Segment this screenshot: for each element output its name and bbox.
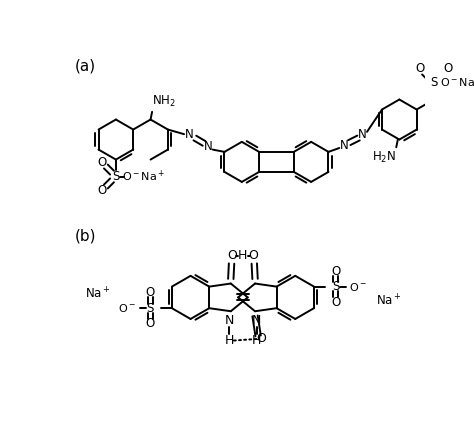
Text: O: O	[97, 184, 107, 197]
Text: O: O	[256, 332, 266, 346]
Text: S: S	[146, 302, 154, 314]
Text: H$_2$N: H$_2$N	[372, 150, 396, 165]
Text: Na$^+$: Na$^+$	[84, 287, 110, 302]
Text: S: S	[332, 280, 339, 293]
Text: O: O	[248, 249, 258, 262]
Text: N: N	[203, 140, 212, 153]
Text: N: N	[185, 128, 194, 141]
Text: O: O	[443, 62, 453, 75]
Text: O: O	[416, 62, 425, 75]
Text: N: N	[358, 128, 367, 142]
Text: O$^-$Na$^+$: O$^-$Na$^+$	[122, 169, 165, 184]
Text: O$^-$: O$^-$	[349, 280, 367, 293]
Text: S: S	[430, 76, 438, 89]
Text: H: H	[252, 334, 261, 347]
Text: O: O	[228, 249, 237, 262]
Text: O$^-$: O$^-$	[118, 302, 137, 314]
Text: O: O	[331, 295, 340, 309]
Text: O: O	[146, 286, 155, 299]
Text: N: N	[225, 314, 234, 327]
Text: Na$^+$: Na$^+$	[375, 293, 401, 308]
Text: O$^-$Na$^+$: O$^-$Na$^+$	[440, 75, 474, 90]
Text: (b): (b)	[74, 228, 96, 243]
Text: H: H	[238, 249, 247, 262]
Text: N: N	[339, 139, 348, 152]
Text: O: O	[146, 317, 155, 330]
Text: NH$_2$: NH$_2$	[152, 94, 176, 109]
Text: S: S	[112, 170, 119, 183]
Text: O: O	[97, 156, 107, 169]
Text: N: N	[252, 314, 261, 327]
Text: O: O	[331, 265, 340, 278]
Text: (a): (a)	[74, 59, 95, 74]
Text: H: H	[225, 334, 234, 347]
